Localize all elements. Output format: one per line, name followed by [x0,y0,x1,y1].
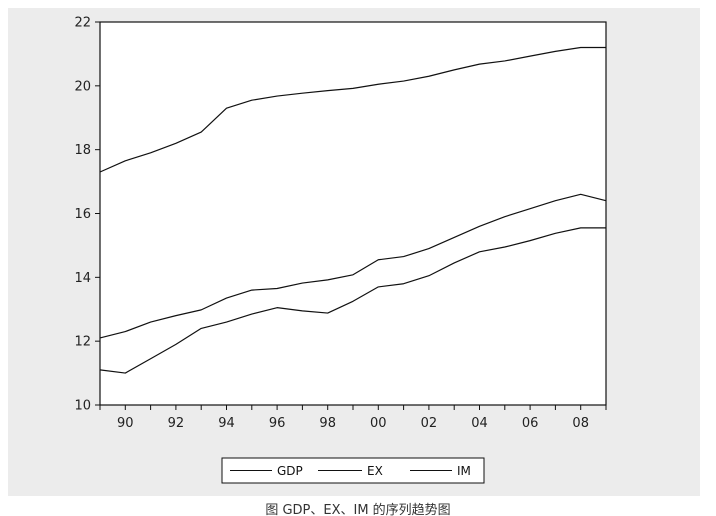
y-tick-label: 16 [74,207,91,222]
y-tick-label: 18 [74,143,91,158]
x-tick-label: 04 [471,416,488,431]
x-tick-label: 90 [117,416,134,431]
series-line-ex [99,193,607,339]
x-tick-label: 96 [269,416,286,431]
y-tick-label: 22 [74,16,91,31]
x-tick-label: 92 [168,416,185,431]
x-tick-label: 94 [218,416,235,431]
x-tick-label: 00 [370,416,387,431]
series-layer [99,46,607,374]
series-line-gdp [99,46,606,173]
legend-label-ex: EX [367,464,383,478]
y-axis: 10 12 14 16 18 20 22 [74,16,100,414]
y-tick-label: 10 [74,399,91,414]
x-axis: 90 92 94 96 98 00 02 04 06 08 [99,405,607,431]
legend-label-gdp: GDP [277,464,303,478]
x-tick-label: 98 [319,416,336,431]
figure-caption: 图 GDP、EX、IM 的序列趋势图 [265,502,450,516]
y-tick-label: 20 [74,79,91,94]
series-line-im [99,227,606,374]
y-tick-label: 14 [74,271,91,286]
legend-label-im: IM [457,464,471,478]
x-tick-label: 08 [572,416,589,431]
legend: GDP EX IM [221,457,485,484]
x-tick-label: 06 [522,416,539,431]
plot-area [100,22,606,405]
x-tick-label: 02 [421,416,438,431]
y-tick-label: 12 [74,335,91,350]
